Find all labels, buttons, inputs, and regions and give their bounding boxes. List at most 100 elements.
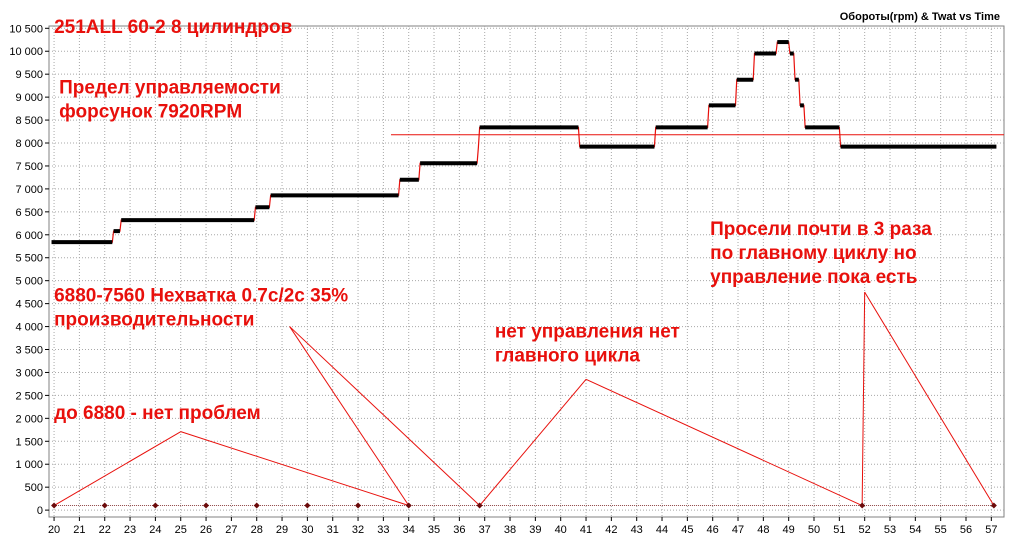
twat-marker bbox=[152, 502, 159, 509]
plot-frame bbox=[48, 25, 1005, 518]
y-tick-label: 4 500 bbox=[15, 299, 43, 311]
twat-marker bbox=[51, 502, 58, 509]
annotation-text: производительности bbox=[54, 309, 254, 330]
x-tick-label: 43 bbox=[631, 524, 643, 536]
annotation-pointer bbox=[180, 431, 409, 507]
x-tick-label: 35 bbox=[428, 524, 440, 536]
x-tick-label: 54 bbox=[909, 524, 921, 536]
x-tick-label: 36 bbox=[453, 524, 465, 536]
x-tick-label: 21 bbox=[73, 524, 85, 536]
y-tick-label: 10 500 bbox=[9, 23, 43, 35]
annotation-pointer bbox=[585, 378, 863, 506]
annotation-pointer bbox=[289, 326, 410, 506]
y-tick-label: 1 000 bbox=[15, 459, 43, 471]
y-tick-label: 6 500 bbox=[15, 207, 43, 219]
twat-marker bbox=[990, 502, 997, 509]
x-tick-label: 46 bbox=[707, 524, 719, 536]
x-tick-label: 55 bbox=[935, 524, 947, 536]
x-tick-label: 38 bbox=[504, 524, 516, 536]
x-tick-label: 45 bbox=[681, 524, 693, 536]
y-tick-label: 10 000 bbox=[9, 46, 43, 58]
twat-marker bbox=[476, 502, 483, 509]
annotation-text: главного цикла bbox=[495, 346, 641, 367]
x-tick-label: 29 bbox=[276, 524, 288, 536]
x-tick-label: 50 bbox=[808, 524, 820, 536]
annotation-pointer bbox=[53, 431, 181, 506]
annotation-text: управление пока есть bbox=[710, 267, 917, 288]
x-tick-label: 44 bbox=[656, 524, 668, 536]
annotation-text: по главному циклу но bbox=[710, 243, 916, 264]
x-tick-label: 56 bbox=[960, 524, 972, 536]
x-tick-label: 33 bbox=[377, 524, 389, 536]
y-tick-label: 5 500 bbox=[15, 253, 43, 265]
x-tick-label: 23 bbox=[124, 524, 136, 536]
annotation-pointer bbox=[289, 326, 480, 506]
twat-marker bbox=[304, 502, 311, 509]
x-tick-label: 51 bbox=[833, 524, 845, 536]
y-tick-label: 8 500 bbox=[15, 115, 43, 127]
annotation-text: Просели почти в 3 раза bbox=[710, 219, 932, 240]
annotation-text: нет управления нет bbox=[495, 322, 680, 343]
y-tick-label: 1 500 bbox=[15, 436, 43, 448]
annotation-text: 6880-7560 Нехватка 0.7с/2с 35% bbox=[54, 285, 348, 306]
x-tick-label: 26 bbox=[200, 524, 212, 536]
x-tick-label: 24 bbox=[149, 524, 161, 536]
y-tick-label: 9 500 bbox=[15, 69, 43, 81]
y-tick-label: 8 000 bbox=[15, 138, 43, 150]
x-tick-label: 57 bbox=[985, 524, 997, 536]
x-axis: 20 21 22 23 24 25 26 27 28 29 30 31 32 33 34 35 36 37 38 39… bbox=[48, 517, 997, 536]
y-tick-label: 3 000 bbox=[15, 367, 43, 379]
y-tick-label: 7 500 bbox=[15, 161, 43, 173]
x-tick-label: 49 bbox=[783, 524, 795, 536]
x-tick-label: 20 bbox=[48, 524, 60, 536]
x-tick-label: 37 bbox=[479, 524, 491, 536]
x-tick-label: 42 bbox=[605, 524, 617, 536]
y-tick-label: 3 500 bbox=[15, 345, 43, 357]
x-tick-label: 41 bbox=[580, 524, 592, 536]
annotations: 251ALL 60-2 8 цилиндров Предел управляемо… bbox=[54, 17, 932, 424]
y-tick-label: 4 000 bbox=[15, 322, 43, 334]
y-tick-label: 9 000 bbox=[15, 92, 43, 104]
twat-marker bbox=[355, 502, 362, 509]
x-tick-label: 48 bbox=[757, 524, 769, 536]
chart-title: Обороты(rpm) & Twat vs Time bbox=[840, 11, 1000, 23]
annotation-text: 251ALL 60-2 8 цилиндров bbox=[54, 17, 292, 38]
twat-marker bbox=[405, 502, 412, 509]
series-group bbox=[51, 40, 997, 509]
x-tick-label: 32 bbox=[352, 524, 364, 536]
y-tick-label: 2 500 bbox=[15, 390, 43, 402]
x-tick-label: 30 bbox=[301, 524, 313, 536]
y-tick-label: 500 bbox=[25, 482, 43, 494]
x-tick-label: 27 bbox=[225, 524, 237, 536]
y-tick-label: 0 bbox=[37, 505, 43, 517]
y-tick-label: 7 000 bbox=[15, 184, 43, 196]
x-tick-label: 53 bbox=[884, 524, 896, 536]
twat-marker bbox=[101, 502, 108, 509]
x-tick-label: 39 bbox=[529, 524, 541, 536]
twat-marker bbox=[203, 502, 210, 509]
y-tick-label: 2 000 bbox=[15, 413, 43, 425]
x-tick-label: 40 bbox=[555, 524, 567, 536]
y-tick-label: 5 000 bbox=[15, 276, 43, 288]
twat-marker bbox=[253, 502, 260, 509]
x-tick-label: 22 bbox=[99, 524, 111, 536]
annotation-text: форсунок 7920RPM bbox=[59, 101, 242, 122]
annotation-pointers bbox=[53, 291, 995, 507]
annotation-text: до 6880 - нет проблем bbox=[54, 403, 261, 424]
x-tick-label: 28 bbox=[251, 524, 263, 536]
annotation-text: Предел управляемости bbox=[59, 77, 281, 98]
x-tick-label: 34 bbox=[403, 524, 415, 536]
x-tick-label: 47 bbox=[732, 524, 744, 536]
x-tick-label: 52 bbox=[859, 524, 871, 536]
x-tick-label: 25 bbox=[175, 524, 187, 536]
annotation-pointer bbox=[479, 379, 587, 506]
y-axis: 0 500 1 000 1 500 2 000 2 500 3 000 3 500 4 000 4… bbox=[9, 23, 49, 517]
annotation-pointer bbox=[861, 292, 866, 506]
annotation-pointer bbox=[864, 291, 995, 506]
twat-marker bbox=[859, 502, 866, 509]
y-tick-label: 6 000 bbox=[15, 230, 43, 242]
grid bbox=[49, 26, 1004, 517]
x-tick-label: 31 bbox=[327, 524, 339, 536]
